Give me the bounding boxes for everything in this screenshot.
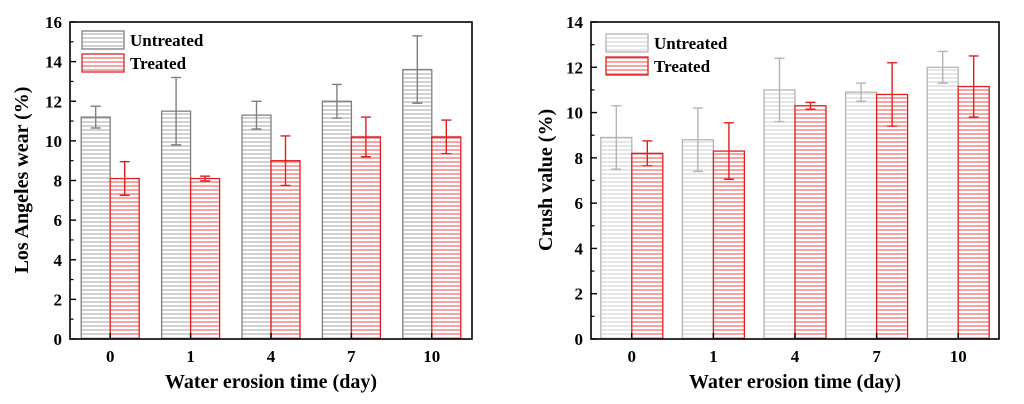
legend-label-treated: Treated xyxy=(654,57,711,76)
y-tick-label: 16 xyxy=(45,13,62,32)
error-bar-treated-0 xyxy=(642,140,653,167)
error-bar-treated-7 xyxy=(360,116,371,158)
legend-label-untreated: Untreated xyxy=(130,31,204,50)
error-bar-untreated-10 xyxy=(412,35,423,104)
y-tick-label: 10 xyxy=(45,132,62,151)
y-tick-label: 2 xyxy=(54,290,63,309)
x-tick-label: 1 xyxy=(186,347,195,366)
x-tick-label: 7 xyxy=(872,347,881,366)
error-bar-untreated-1 xyxy=(171,76,182,146)
x-axis-title: Water erosion time (day) xyxy=(165,371,377,393)
x-axis-title: Water erosion time (day) xyxy=(689,371,901,393)
y-tick-label: 10 xyxy=(566,104,583,123)
bar-untreated-4 xyxy=(241,114,272,340)
y-tick-label: 4 xyxy=(54,251,63,270)
x-tick-label: 4 xyxy=(267,347,276,366)
bar-untreated-10 xyxy=(926,66,959,340)
error-bar-untreated-10 xyxy=(937,50,948,84)
bar-treated-4 xyxy=(794,105,827,340)
error-bar-treated-1 xyxy=(200,175,211,182)
y-tick-label: 4 xyxy=(575,239,584,258)
y-tick-label: 8 xyxy=(575,149,584,168)
x-tick-label: 10 xyxy=(950,347,967,366)
x-tick-label: 10 xyxy=(423,347,440,366)
y-tick-label: 2 xyxy=(575,285,584,304)
plot-marks xyxy=(600,50,990,340)
error-bar-treated-4 xyxy=(805,101,816,110)
y-tick-label: 8 xyxy=(54,172,63,191)
x-tick-label: 0 xyxy=(106,347,115,366)
y-tick-label: 14 xyxy=(45,53,63,72)
error-bar-treated-0 xyxy=(119,160,130,197)
error-bar-untreated-0 xyxy=(611,105,622,170)
bar-treated-7 xyxy=(350,136,382,340)
plot-marks xyxy=(80,35,462,340)
bar-untreated-7 xyxy=(321,100,353,340)
bar-untreated-4 xyxy=(763,89,796,340)
bar-treated-1 xyxy=(712,150,746,340)
bar-untreated-7 xyxy=(844,91,878,340)
legend-swatch-untreated xyxy=(81,30,125,50)
legend-label-treated: Treated xyxy=(130,54,187,73)
bar-treated-0 xyxy=(109,177,140,340)
error-bar-treated-1 xyxy=(723,122,734,181)
error-bar-untreated-0 xyxy=(90,105,101,129)
y-tick-label: 6 xyxy=(54,211,63,230)
y-tick-label: 12 xyxy=(45,92,62,111)
y-tick-label: 12 xyxy=(566,58,583,77)
bar-treated-10 xyxy=(431,136,462,340)
error-bar-untreated-7 xyxy=(331,83,342,119)
bar-treated-0 xyxy=(631,152,664,340)
y-tick-label: 0 xyxy=(575,330,584,349)
x-tick-label: 1 xyxy=(709,347,718,366)
bar-treated-10 xyxy=(957,85,990,340)
x-tick-label: 0 xyxy=(628,347,637,366)
y-tick-label: 0 xyxy=(54,330,63,349)
y-tick-label: 6 xyxy=(575,194,584,213)
x-tick-label: 7 xyxy=(347,347,356,366)
error-bar-untreated-1 xyxy=(692,107,703,173)
y-tick-label: 14 xyxy=(566,13,584,32)
legend: Untreated Treated xyxy=(605,33,728,76)
error-bar-untreated-4 xyxy=(251,100,262,130)
error-bar-untreated-7 xyxy=(856,82,867,102)
x-tick-label: 4 xyxy=(791,347,800,366)
error-bar-untreated-4 xyxy=(774,57,785,123)
bar-treated-1 xyxy=(189,177,221,340)
bar-untreated-10 xyxy=(402,68,433,340)
error-bar-treated-10 xyxy=(441,119,452,155)
y-axis-title: Crush value (%) xyxy=(535,109,557,251)
bar-untreated-0 xyxy=(80,116,111,340)
y-axis-title: Los Angeles wear (%) xyxy=(11,87,33,274)
error-bar-treated-10 xyxy=(968,55,979,118)
legend: Untreated Treated xyxy=(81,30,204,73)
legend-swatch-treated xyxy=(81,53,125,73)
legend-label-untreated: Untreated xyxy=(654,34,728,53)
legend-swatch-untreated xyxy=(605,33,649,53)
bar-treated-7 xyxy=(875,93,909,340)
bar-treated-4 xyxy=(270,160,301,340)
error-bar-treated-7 xyxy=(887,62,898,127)
legend-swatch-treated xyxy=(605,56,649,76)
error-bar-treated-4 xyxy=(280,135,291,187)
